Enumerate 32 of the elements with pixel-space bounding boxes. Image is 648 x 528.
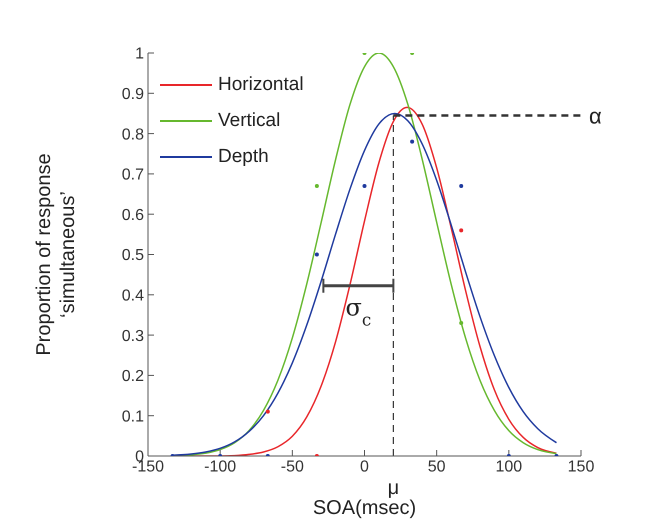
- y-tick-label: 0.4: [122, 287, 144, 304]
- x-tick-label: 0: [360, 458, 370, 476]
- legend-label: Depth: [218, 146, 269, 168]
- x-tick-label: 50: [428, 458, 446, 476]
- y-tick-label: 0.9: [122, 86, 144, 103]
- y-tick-label: 0.1: [122, 408, 144, 426]
- point: [410, 140, 414, 144]
- legend-label: Horizontal: [218, 74, 304, 96]
- ref-line-label: α: [589, 103, 602, 128]
- y-tick-label: 0.7: [122, 166, 144, 184]
- x-tick-label: -100: [204, 458, 236, 476]
- y-tick-label: 0.5: [122, 247, 144, 264]
- y-tick-label: 0.3: [122, 328, 144, 345]
- y-tick-label: 0.8: [122, 126, 144, 144]
- y-tick-label: 0.6: [122, 206, 144, 224]
- point: [459, 184, 464, 188]
- point: [362, 184, 366, 188]
- point: [314, 184, 319, 188]
- x-tick-label: 150: [568, 458, 594, 476]
- y-tick-label: 0.2: [122, 368, 144, 386]
- x-tick-label: 100: [495, 458, 522, 476]
- point: [459, 321, 464, 326]
- point: [314, 252, 319, 256]
- y-axis-title: Proportion of response ‘simultaneous’: [33, 153, 79, 356]
- point: [266, 410, 270, 414]
- ref-line-label: μ: [388, 477, 400, 500]
- point: [459, 228, 464, 232]
- annotation: σ$_{c}$: [345, 294, 372, 330]
- x-tick-label: -50: [280, 458, 304, 476]
- y-tick-label: 1: [135, 46, 144, 63]
- x-axis-title: SOA(msec): [312, 497, 416, 519]
- legend-label: Vertical: [218, 110, 280, 132]
